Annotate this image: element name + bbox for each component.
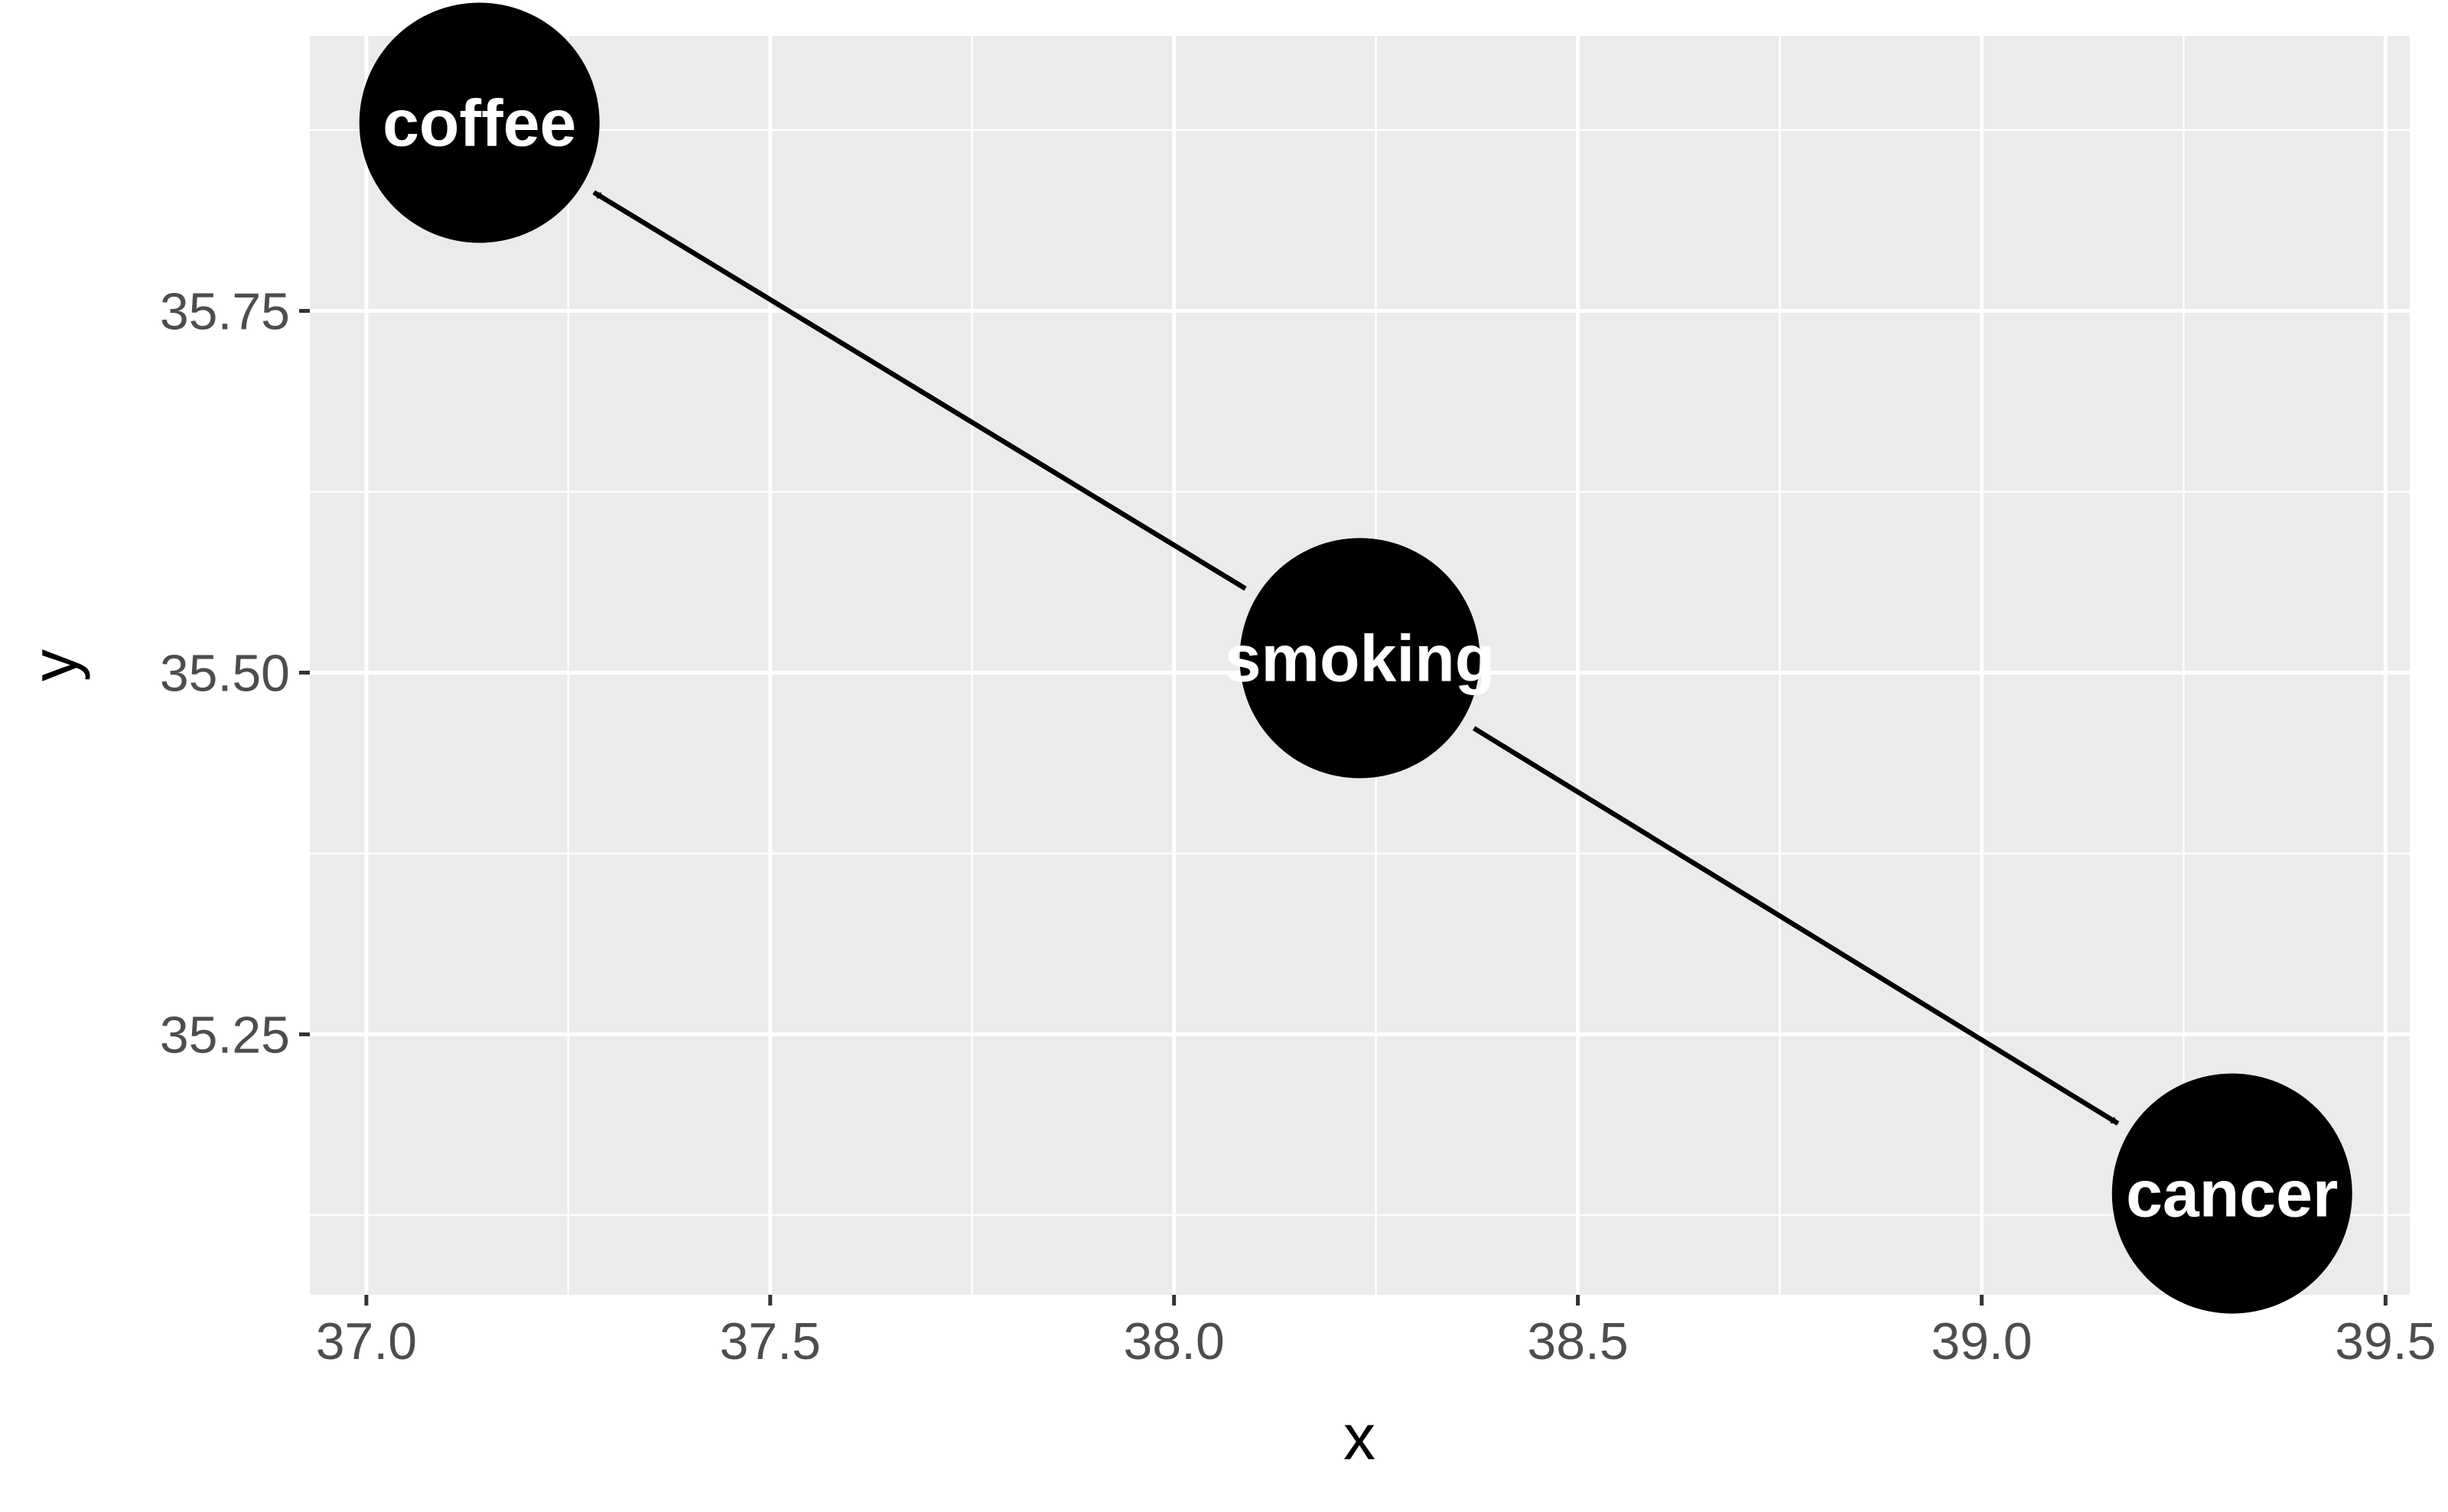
- major-gridlines: [310, 36, 2410, 1295]
- y-tick-label: 35.75: [160, 282, 290, 340]
- x-axis-title: x: [1343, 1401, 1375, 1473]
- x-tick-label: 39.0: [1931, 1312, 2032, 1371]
- nodes: coffee smoking cancer: [359, 2, 2352, 1314]
- edges: [592, 190, 2120, 1126]
- y-tick-label: 35.25: [160, 1006, 290, 1064]
- node-cancer: [2111, 1073, 2352, 1314]
- node-label-coffee: coffee: [382, 87, 576, 161]
- x-axis: 37.0 37.5 38.0 38.5 39.0 39.5: [316, 1295, 2437, 1371]
- edge-smoking-coffee: [592, 190, 1247, 591]
- node-smoking: [1239, 538, 1480, 779]
- y-axis-title: y: [18, 649, 90, 681]
- y-axis: 35.25 35.50 35.75: [160, 282, 310, 1064]
- node-coffee: [359, 2, 600, 243]
- x-tick-label: 39.5: [2335, 1312, 2436, 1371]
- x-tick-label: 37.0: [316, 1312, 417, 1371]
- y-tick-label: 35.50: [160, 644, 290, 702]
- x-tick-label: 37.5: [720, 1312, 821, 1371]
- x-tick-label: 38.0: [1123, 1312, 1224, 1371]
- node-label-cancer: cancer: [2126, 1158, 2338, 1231]
- edge-smoking-cancer: [1472, 726, 2120, 1126]
- node-label-smoking: smoking: [1225, 623, 1496, 696]
- x-tick-label: 38.5: [1527, 1312, 1628, 1371]
